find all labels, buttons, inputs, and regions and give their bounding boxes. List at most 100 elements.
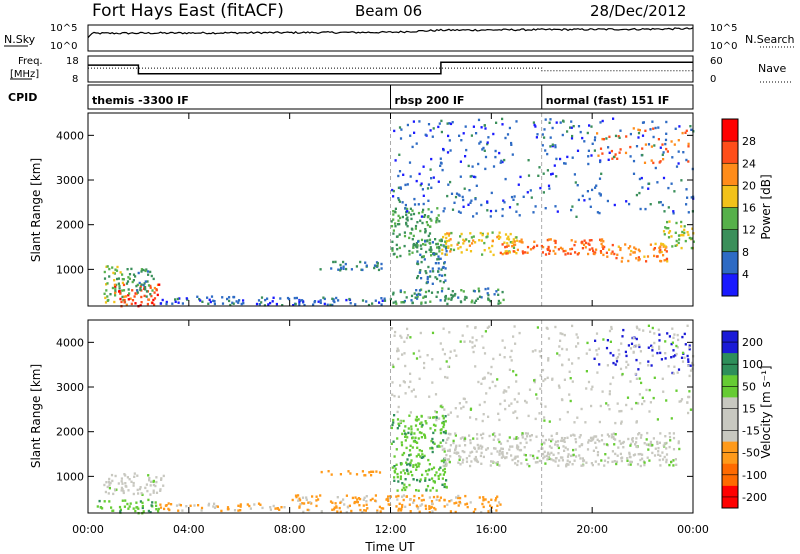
scatter-cell — [269, 508, 272, 511]
scatter-cell — [446, 376, 449, 379]
colorbar-tick-label: 100 — [742, 358, 763, 371]
scatter-cell — [423, 214, 427, 217]
scatter-cell — [449, 510, 452, 513]
scatter-cell — [656, 351, 659, 355]
scatter-cell — [569, 248, 572, 251]
scatter-cell — [498, 433, 501, 436]
scatter-cell — [573, 173, 576, 176]
scatter-cell — [242, 302, 245, 305]
scatter-cell — [618, 439, 621, 443]
scatter-cell — [439, 299, 442, 302]
scatter-cell — [648, 444, 651, 447]
scatter-cell — [653, 341, 656, 345]
scatter-cell — [474, 455, 477, 459]
scatter-cell — [489, 509, 492, 512]
scatter-cell — [404, 505, 407, 508]
scatter-cell — [475, 418, 478, 421]
scatter-cell — [226, 508, 229, 511]
scatter-cell — [426, 187, 430, 190]
scatter-cell — [521, 436, 524, 439]
scatter-cell — [322, 296, 325, 299]
noise-left-tick-bottom: 10^0 — [50, 41, 77, 52]
scatter-cell — [275, 302, 278, 306]
scatter-cell — [427, 265, 430, 269]
scatter-cell — [435, 242, 438, 246]
scatter-cell — [459, 235, 462, 238]
scatter-cell — [646, 431, 649, 435]
scatter-cell — [491, 231, 494, 234]
scatter-cell — [443, 505, 446, 508]
scatter-cell — [441, 168, 444, 172]
scatter-cell — [615, 357, 618, 360]
scatter-cell — [593, 252, 596, 256]
scatter-cell — [417, 418, 420, 421]
scatter-cell — [422, 243, 425, 246]
scatter-cell — [627, 247, 630, 250]
scatter-cell — [128, 277, 131, 280]
scatter-cell — [406, 210, 409, 213]
scatter-cell — [472, 235, 475, 238]
scatter-cell — [434, 424, 437, 427]
scatter-cell — [104, 301, 108, 304]
scatter-cell — [600, 242, 603, 246]
scatter-cell — [213, 502, 216, 505]
scatter-cell — [420, 425, 423, 428]
scatter-cell — [122, 283, 126, 287]
scatter-cell — [416, 221, 419, 224]
scatter-cell — [668, 335, 671, 338]
scatter-cell — [530, 434, 533, 437]
scatter-cell — [409, 134, 412, 137]
scatter-cell — [550, 439, 553, 443]
scatter-cell — [612, 432, 615, 435]
scatter-cell — [112, 492, 115, 496]
scatter-cell — [408, 483, 411, 487]
scatter-cell — [144, 280, 147, 283]
scatter-cell — [480, 451, 483, 455]
scatter-cell — [249, 507, 252, 510]
scatter-cell — [685, 158, 688, 162]
scatter-cell — [592, 249, 595, 252]
scatter-cell — [564, 253, 567, 256]
scatter-cell — [145, 483, 148, 486]
scatter-cell — [156, 293, 159, 297]
scatter-cell — [481, 502, 484, 506]
scatter-cell — [421, 423, 424, 427]
scatter-cell — [515, 239, 519, 242]
scatter-cell — [319, 299, 322, 302]
scatter-cell — [417, 211, 421, 215]
scatter-cell — [588, 124, 591, 127]
scatter-cell — [471, 341, 474, 344]
scatter-cell — [676, 333, 679, 337]
scatter-cell — [119, 297, 122, 301]
scatter-cell — [441, 483, 444, 486]
scatter-cell — [465, 296, 468, 299]
scatter-cell — [662, 176, 666, 180]
scatter-cell — [299, 503, 302, 506]
scatter-cell — [544, 462, 547, 465]
scatter-cell — [517, 183, 520, 186]
scatter-cell — [502, 391, 505, 394]
scatter-cell — [659, 454, 662, 457]
scatter-cell — [464, 494, 467, 498]
scatter-cell — [428, 478, 431, 481]
scatter-cell — [563, 378, 566, 381]
scatter-cell — [551, 126, 554, 130]
scatter-cell — [593, 149, 596, 152]
scatter-cell — [174, 300, 177, 303]
scatter-cell — [681, 230, 684, 234]
noise-left-label: N.Sky — [4, 33, 36, 46]
scatter-cell — [508, 126, 511, 130]
scatter-cell — [413, 131, 416, 134]
scatter-cell — [628, 451, 631, 455]
velocity-colorbar-label: Velocity [m s⁻¹] — [759, 365, 773, 458]
scatter-cell — [660, 250, 663, 254]
scatter-cell — [416, 246, 419, 249]
scatter-cell — [424, 507, 428, 510]
scatter-cell — [525, 441, 528, 444]
scatter-cell — [639, 350, 642, 353]
scatter-cell — [431, 437, 434, 441]
scatter-cell — [489, 464, 492, 467]
scatter-cell — [629, 444, 632, 447]
scatter-cell — [656, 418, 659, 421]
scatter-cell — [647, 448, 650, 451]
